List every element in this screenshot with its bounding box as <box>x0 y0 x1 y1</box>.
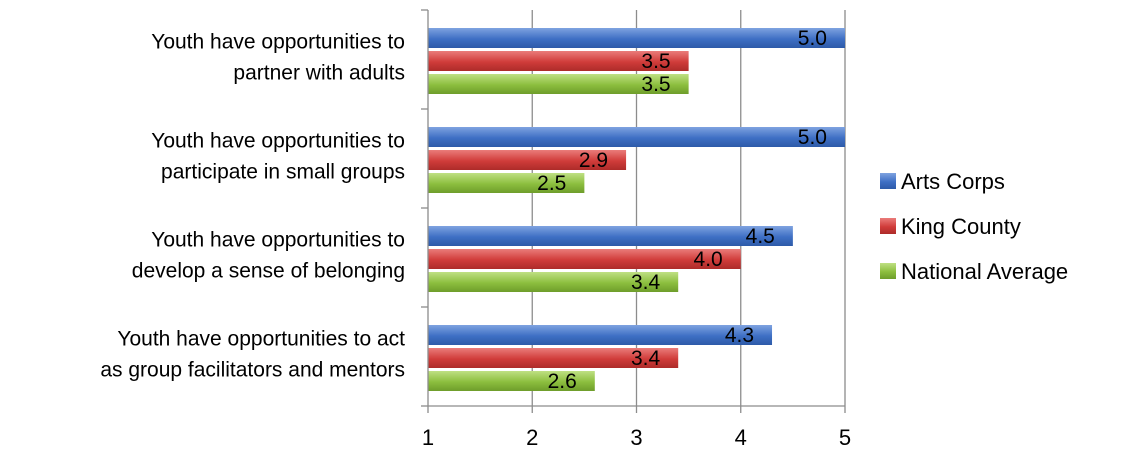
category-label: Youth have opportunities to develop a sen… <box>132 229 405 283</box>
category-label-line: Youth have opportunities to <box>151 229 405 252</box>
legend-label: King County <box>901 214 1021 239</box>
bar-arts-corps-0 <box>428 28 845 48</box>
data-label: 2.9 <box>579 149 608 172</box>
category-label-line: participate in small groups <box>161 161 405 184</box>
data-label: 3.4 <box>631 271 661 294</box>
category-label-line: partner with adults <box>233 62 405 85</box>
category-label-line: as group facilitators and mentors <box>100 359 405 382</box>
data-label: 5.0 <box>798 126 827 149</box>
category-label: Youth have opportunities to act as group … <box>100 328 405 382</box>
category-label-line: Youth have opportunities to <box>151 130 405 153</box>
x-tick-label: 1 <box>422 425 434 450</box>
data-label: 2.5 <box>537 172 566 195</box>
data-label: 5.0 <box>798 27 827 50</box>
bar-arts-corps-3 <box>428 325 773 345</box>
data-labels: 5.0 3.53.5 5.0 2.9 2.5 4.5 4.0 3.4 4.3 3.4 2.6 <box>537 27 827 393</box>
data-label: 4.3 <box>725 324 754 347</box>
category-label-line: Youth have opportunities to act <box>117 328 405 351</box>
category-label-line: develop a sense of belonging <box>132 260 405 283</box>
category-label: Youth have opportunities to participate i… <box>151 130 405 184</box>
data-label: 3.5 <box>641 73 670 96</box>
data-label: 3.4 <box>631 347 661 370</box>
legend-swatch-king-county <box>880 218 896 234</box>
bar-national-average-1 <box>428 173 585 193</box>
bar-king-county-1 <box>428 150 627 170</box>
bar-king-county-2 <box>428 249 741 269</box>
bars <box>428 28 845 391</box>
data-label: 2.6 <box>548 370 577 393</box>
bar-arts-corps-1 <box>428 127 845 147</box>
bar-king-county-3 <box>428 348 679 368</box>
data-label: 3.5 <box>641 50 670 73</box>
x-tick-label: 4 <box>735 425 747 450</box>
data-label: 4.5 <box>746 225 775 248</box>
legend-swatch-arts-corps <box>880 173 896 189</box>
x-tick-label: 5 <box>839 425 851 450</box>
bar-national-average-2 <box>428 272 679 292</box>
legend: Arts Corps King County National Average <box>880 169 1068 284</box>
category-label-line: Youth have opportunities to <box>151 31 405 54</box>
bar-national-average-0 <box>428 74 689 94</box>
category-label: Youth have opportunities to partner with … <box>151 31 405 85</box>
data-label: 4.0 <box>694 248 723 271</box>
legend-label: National Average <box>901 259 1068 284</box>
x-tick-label: 3 <box>630 425 642 450</box>
bar-national-average-3 <box>428 371 595 391</box>
bar-king-county-0 <box>428 51 689 71</box>
legend-label: Arts Corps <box>901 169 1005 194</box>
x-tick-label: 2 <box>526 425 538 450</box>
axes: Youth have opportunities to partner with … <box>100 9 851 450</box>
bar-arts-corps-2 <box>428 226 793 246</box>
legend-swatch-national-average <box>880 263 896 279</box>
